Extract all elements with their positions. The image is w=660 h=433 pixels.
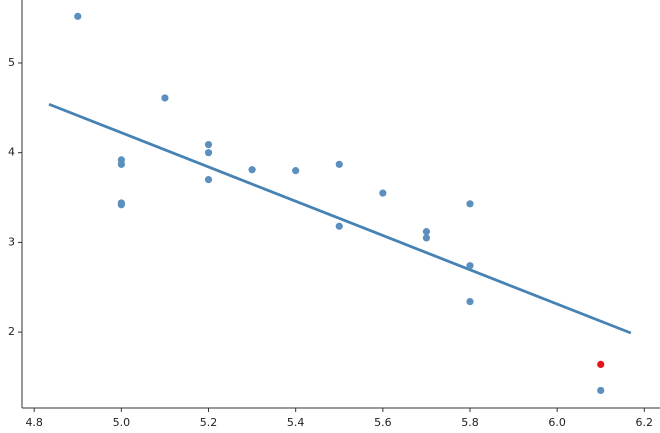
point [204, 141, 213, 149]
x-tick-label: 5.0 [113, 416, 131, 429]
point [466, 200, 474, 208]
point [292, 167, 300, 175]
x-tick-label: 5.8 [461, 416, 479, 429]
fit-line [48, 102, 632, 335]
point [248, 166, 256, 174]
point [379, 189, 387, 197]
point [422, 228, 431, 236]
point [204, 175, 213, 184]
x-tick-label: 5.2 [200, 416, 218, 429]
y-tick-label: 2 [8, 325, 15, 338]
y-tick-label: 4 [8, 146, 15, 159]
x-tick-label: 5.4 [287, 416, 305, 429]
point [335, 160, 343, 168]
x-tick-label: 5.6 [374, 416, 392, 429]
point [161, 94, 169, 102]
point [117, 201, 125, 209]
point [597, 360, 605, 369]
point [204, 149, 213, 157]
point [74, 12, 82, 20]
point [335, 222, 343, 230]
y-tick-label: 3 [8, 235, 15, 248]
x-tick-label: 6.0 [548, 416, 566, 429]
point [466, 298, 474, 306]
x-tick-label: 6.2 [636, 416, 654, 429]
point [117, 160, 125, 168]
point [422, 234, 431, 242]
y-tick-label: 5 [8, 56, 15, 69]
point [466, 262, 474, 270]
point [597, 386, 605, 395]
x-tick-label: 4.8 [25, 416, 43, 429]
